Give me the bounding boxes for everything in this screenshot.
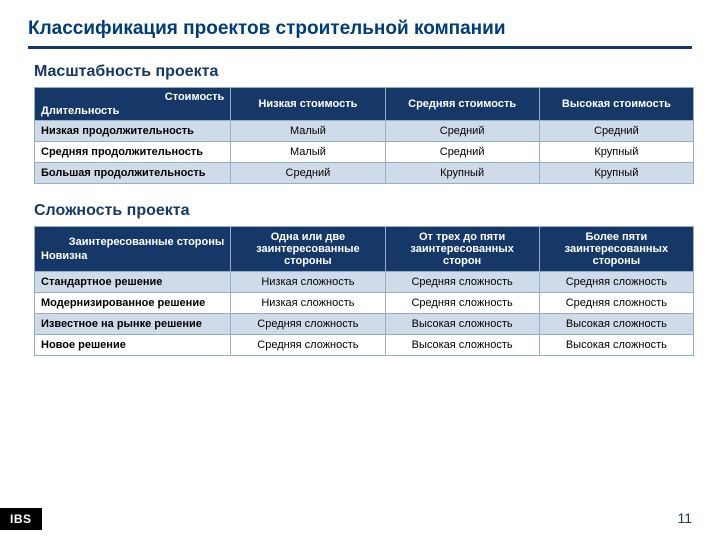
table-row: Большая продолжительность Средний Крупны…: [35, 163, 694, 184]
scale-row1-label: Средняя продолжительность: [35, 142, 231, 163]
scale-col-1: Средняя стоимость: [385, 88, 539, 121]
scale-row0-c0: Малый: [231, 121, 385, 142]
scale-row1-c2: Крупный: [539, 142, 693, 163]
table-row: Известное на рынке решение Средняя сложн…: [35, 314, 694, 335]
complexity-table: Заинтересованные стороны Новизна Одна ил…: [34, 226, 694, 356]
complexity-row2-c2: Высокая сложность: [539, 314, 693, 335]
scale-row2-c1: Крупный: [385, 163, 539, 184]
complexity-col-0: Одна или две заинтересованные стороны: [231, 227, 385, 272]
complexity-row3-c1: Высокая сложность: [385, 335, 539, 356]
complexity-row0-c1: Средняя сложность: [385, 272, 539, 293]
table-row: Модернизированное решение Низкая сложнос…: [35, 293, 694, 314]
scale-table: Стоимость Длительность Низкая стоимость …: [34, 87, 694, 184]
section-heading-complexity: Сложность проекта: [34, 202, 692, 220]
slide-title: Классификация проектов строительной комп…: [28, 18, 692, 40]
scale-row0-label: Низкая продолжительность: [35, 121, 231, 142]
scale-row1-c0: Малый: [231, 142, 385, 163]
complexity-row1-c0: Низкая сложность: [231, 293, 385, 314]
complexity-col-1: От трех до пяти заинтересованных сторон: [385, 227, 539, 272]
scale-row1-c1: Средний: [385, 142, 539, 163]
scale-row0-c2: Средний: [539, 121, 693, 142]
complexity-row1-c2: Средняя сложность: [539, 293, 693, 314]
scale-row0-c1: Средний: [385, 121, 539, 142]
scale-corner-top: Стоимость: [41, 91, 224, 103]
scale-col-2: Высокая стоимость: [539, 88, 693, 121]
complexity-corner-cell: Заинтересованные стороны Новизна: [35, 227, 231, 272]
scale-col-0: Низкая стоимость: [231, 88, 385, 121]
complexity-row2-c1: Высокая сложность: [385, 314, 539, 335]
scale-row2-c2: Крупный: [539, 163, 693, 184]
complexity-row1-c1: Средняя сложность: [385, 293, 539, 314]
table-row: Стандартное решение Низкая сложность Сре…: [35, 272, 694, 293]
complexity-row0-c2: Средняя сложность: [539, 272, 693, 293]
complexity-row0-c0: Низкая сложность: [231, 272, 385, 293]
complexity-row3-c0: Средняя сложность: [231, 335, 385, 356]
complexity-row1-label: Модернизированное решение: [35, 293, 231, 314]
table-row: Средняя продолжительность Малый Средний …: [35, 142, 694, 163]
complexity-row0-label: Стандартное решение: [35, 272, 231, 293]
table-row: Новое решение Средняя сложность Высокая …: [35, 335, 694, 356]
complexity-row2-label: Известное на рынке решение: [35, 314, 231, 335]
table-row: Низкая продолжительность Малый Средний С…: [35, 121, 694, 142]
page-number: 11: [677, 510, 692, 526]
complexity-row3-label: Новое решение: [35, 335, 231, 356]
complexity-col-2: Более пяти заинтересованных стороны: [539, 227, 693, 272]
complexity-row3-c2: Высокая сложность: [539, 335, 693, 356]
title-underline: [28, 46, 692, 49]
section-heading-scale: Масштабность проекта: [34, 63, 692, 81]
scale-corner-cell: Стоимость Длительность: [35, 88, 231, 121]
logo-badge: IBS: [0, 508, 42, 530]
complexity-corner-top: Заинтересованные стороны: [41, 236, 224, 248]
complexity-row2-c0: Средняя сложность: [231, 314, 385, 335]
scale-corner-bottom: Длительность: [41, 105, 224, 117]
scale-row2-label: Большая продолжительность: [35, 163, 231, 184]
complexity-corner-bottom: Новизна: [41, 250, 224, 262]
scale-row2-c0: Средний: [231, 163, 385, 184]
